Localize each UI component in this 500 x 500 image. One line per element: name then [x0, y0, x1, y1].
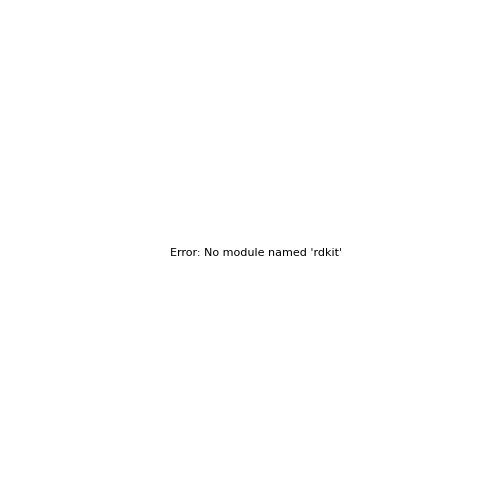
Text: Error: No module named 'rdkit': Error: No module named 'rdkit'	[170, 248, 342, 258]
